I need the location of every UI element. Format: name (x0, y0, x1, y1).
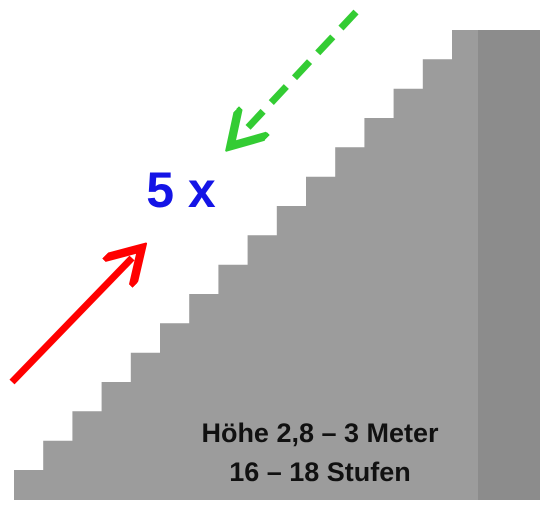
steps-label: 16 – 18 Stufen (229, 457, 411, 487)
stair-side (478, 30, 540, 500)
up-arrow (12, 258, 132, 382)
down-arrow (240, 12, 356, 136)
repeat-label: 5 x (146, 162, 216, 218)
diagram: 5 x Höhe 2,8 – 3 Meter 16 – 18 Stufen (0, 0, 544, 509)
height-label: Höhe 2,8 – 3 Meter (201, 418, 439, 448)
page: 5 x Höhe 2,8 – 3 Meter 16 – 18 Stufen ((… (0, 0, 544, 509)
